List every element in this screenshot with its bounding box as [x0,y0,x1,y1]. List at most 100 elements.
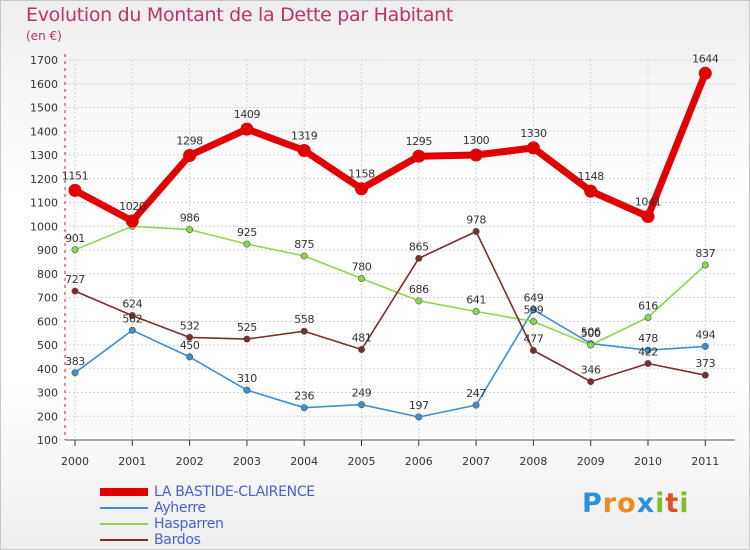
data-point [526,141,540,155]
data-point [529,317,537,325]
series-line-ayherre [74,308,707,418]
data-point [243,240,251,248]
data-label: 978 [466,213,486,226]
chart-title: Evolution du Montant de la Dette par Hab… [26,4,454,26]
data-label: 624 [122,298,142,311]
data-point [644,313,652,321]
data-point [701,342,709,350]
data-point [183,148,197,162]
data-label: 422 [638,346,658,359]
x-tick-label: 2003 [233,455,261,468]
data-label: 599 [524,303,544,316]
series-line-bardos [74,230,707,383]
data-point [529,306,537,314]
data-point [128,326,136,334]
x-tick-label: 2009 [577,455,605,468]
legend-swatch [100,488,148,496]
y-tick-label: 700 [37,292,58,305]
data-point [297,143,311,157]
data-label: 236 [294,390,314,403]
proxiti-logo: Proxiti [582,488,690,519]
data-point [125,214,139,228]
data-point [186,226,194,234]
data-point [644,360,652,368]
data-point [701,371,709,379]
data-label: 780 [352,261,372,274]
data-point [300,327,308,335]
x-tick-label: 2010 [634,455,662,468]
logo-letter: t [665,488,680,519]
logo-letter: i [655,488,666,519]
data-point [186,333,194,341]
data-label: 1151 [62,169,88,182]
data-point [300,252,308,260]
legend-label: Ayherre [154,500,206,516]
data-label: 1319 [291,129,318,142]
data-label: 641 [466,294,486,307]
y-tick-label: 900 [37,244,58,257]
data-label: 249 [352,387,372,400]
data-label: 558 [294,313,314,326]
data-label: 346 [581,364,601,377]
series-line-hasparren [74,225,707,346]
data-label: 1148 [577,170,604,183]
x-tick-label: 2011 [691,455,719,468]
logo-letter: x [636,488,656,519]
data-point [415,254,423,262]
logo-letter: r [602,488,618,519]
data-point [587,378,595,386]
data-point [472,308,480,316]
x-tick-label: 2002 [176,455,204,468]
data-label: 1158 [348,168,375,181]
data-label: 727 [65,273,85,286]
data-label: 837 [695,247,715,260]
data-point [529,346,537,354]
data-point [698,66,712,80]
data-point [469,148,483,162]
y-tick-label: 1300 [30,149,58,162]
data-point [357,401,365,409]
data-label: 197 [409,399,429,412]
data-label: 373 [695,357,715,370]
data-point [584,184,598,198]
data-point [186,353,194,361]
data-label: 494 [695,328,715,341]
logo-letter: i [679,488,690,519]
data-label: 532 [180,319,200,332]
y-tick-label: 800 [37,268,58,281]
data-label: 247 [466,387,486,400]
data-label: 477 [524,332,544,345]
data-point [355,182,368,196]
data-point [71,369,79,377]
legend-swatch [100,539,148,541]
x-tick-label: 2008 [519,455,547,468]
data-label: 1041 [635,196,661,209]
data-label: 310 [237,372,257,385]
x-tick-label: 2000 [61,455,89,468]
data-label: 649 [524,292,544,305]
data-label: 383 [65,355,85,368]
data-point [71,246,79,254]
legend-label: Bardos [154,532,201,548]
y-tick-label: 1600 [30,78,58,91]
y-tick-label: 300 [37,387,58,400]
x-tick-label: 2006 [405,455,433,468]
y-tick-label: 200 [37,410,58,423]
data-label: 986 [180,212,200,225]
legend-label: LA BASTIDE-CLAIRENCE [154,484,315,500]
x-tick-label: 2004 [290,455,318,468]
data-point [68,183,82,197]
series-line-la-bastide-clairence [71,69,709,225]
data-label: 1298 [176,134,203,147]
data-point [357,274,365,282]
data-label: 481 [352,332,372,345]
data-point [587,341,595,349]
data-point [240,122,254,136]
y-tick-label: 1000 [30,220,58,233]
y-tick-label: 500 [37,339,58,352]
data-label: 450 [180,339,200,352]
logo-letter: P [582,488,603,519]
data-point [243,335,251,343]
